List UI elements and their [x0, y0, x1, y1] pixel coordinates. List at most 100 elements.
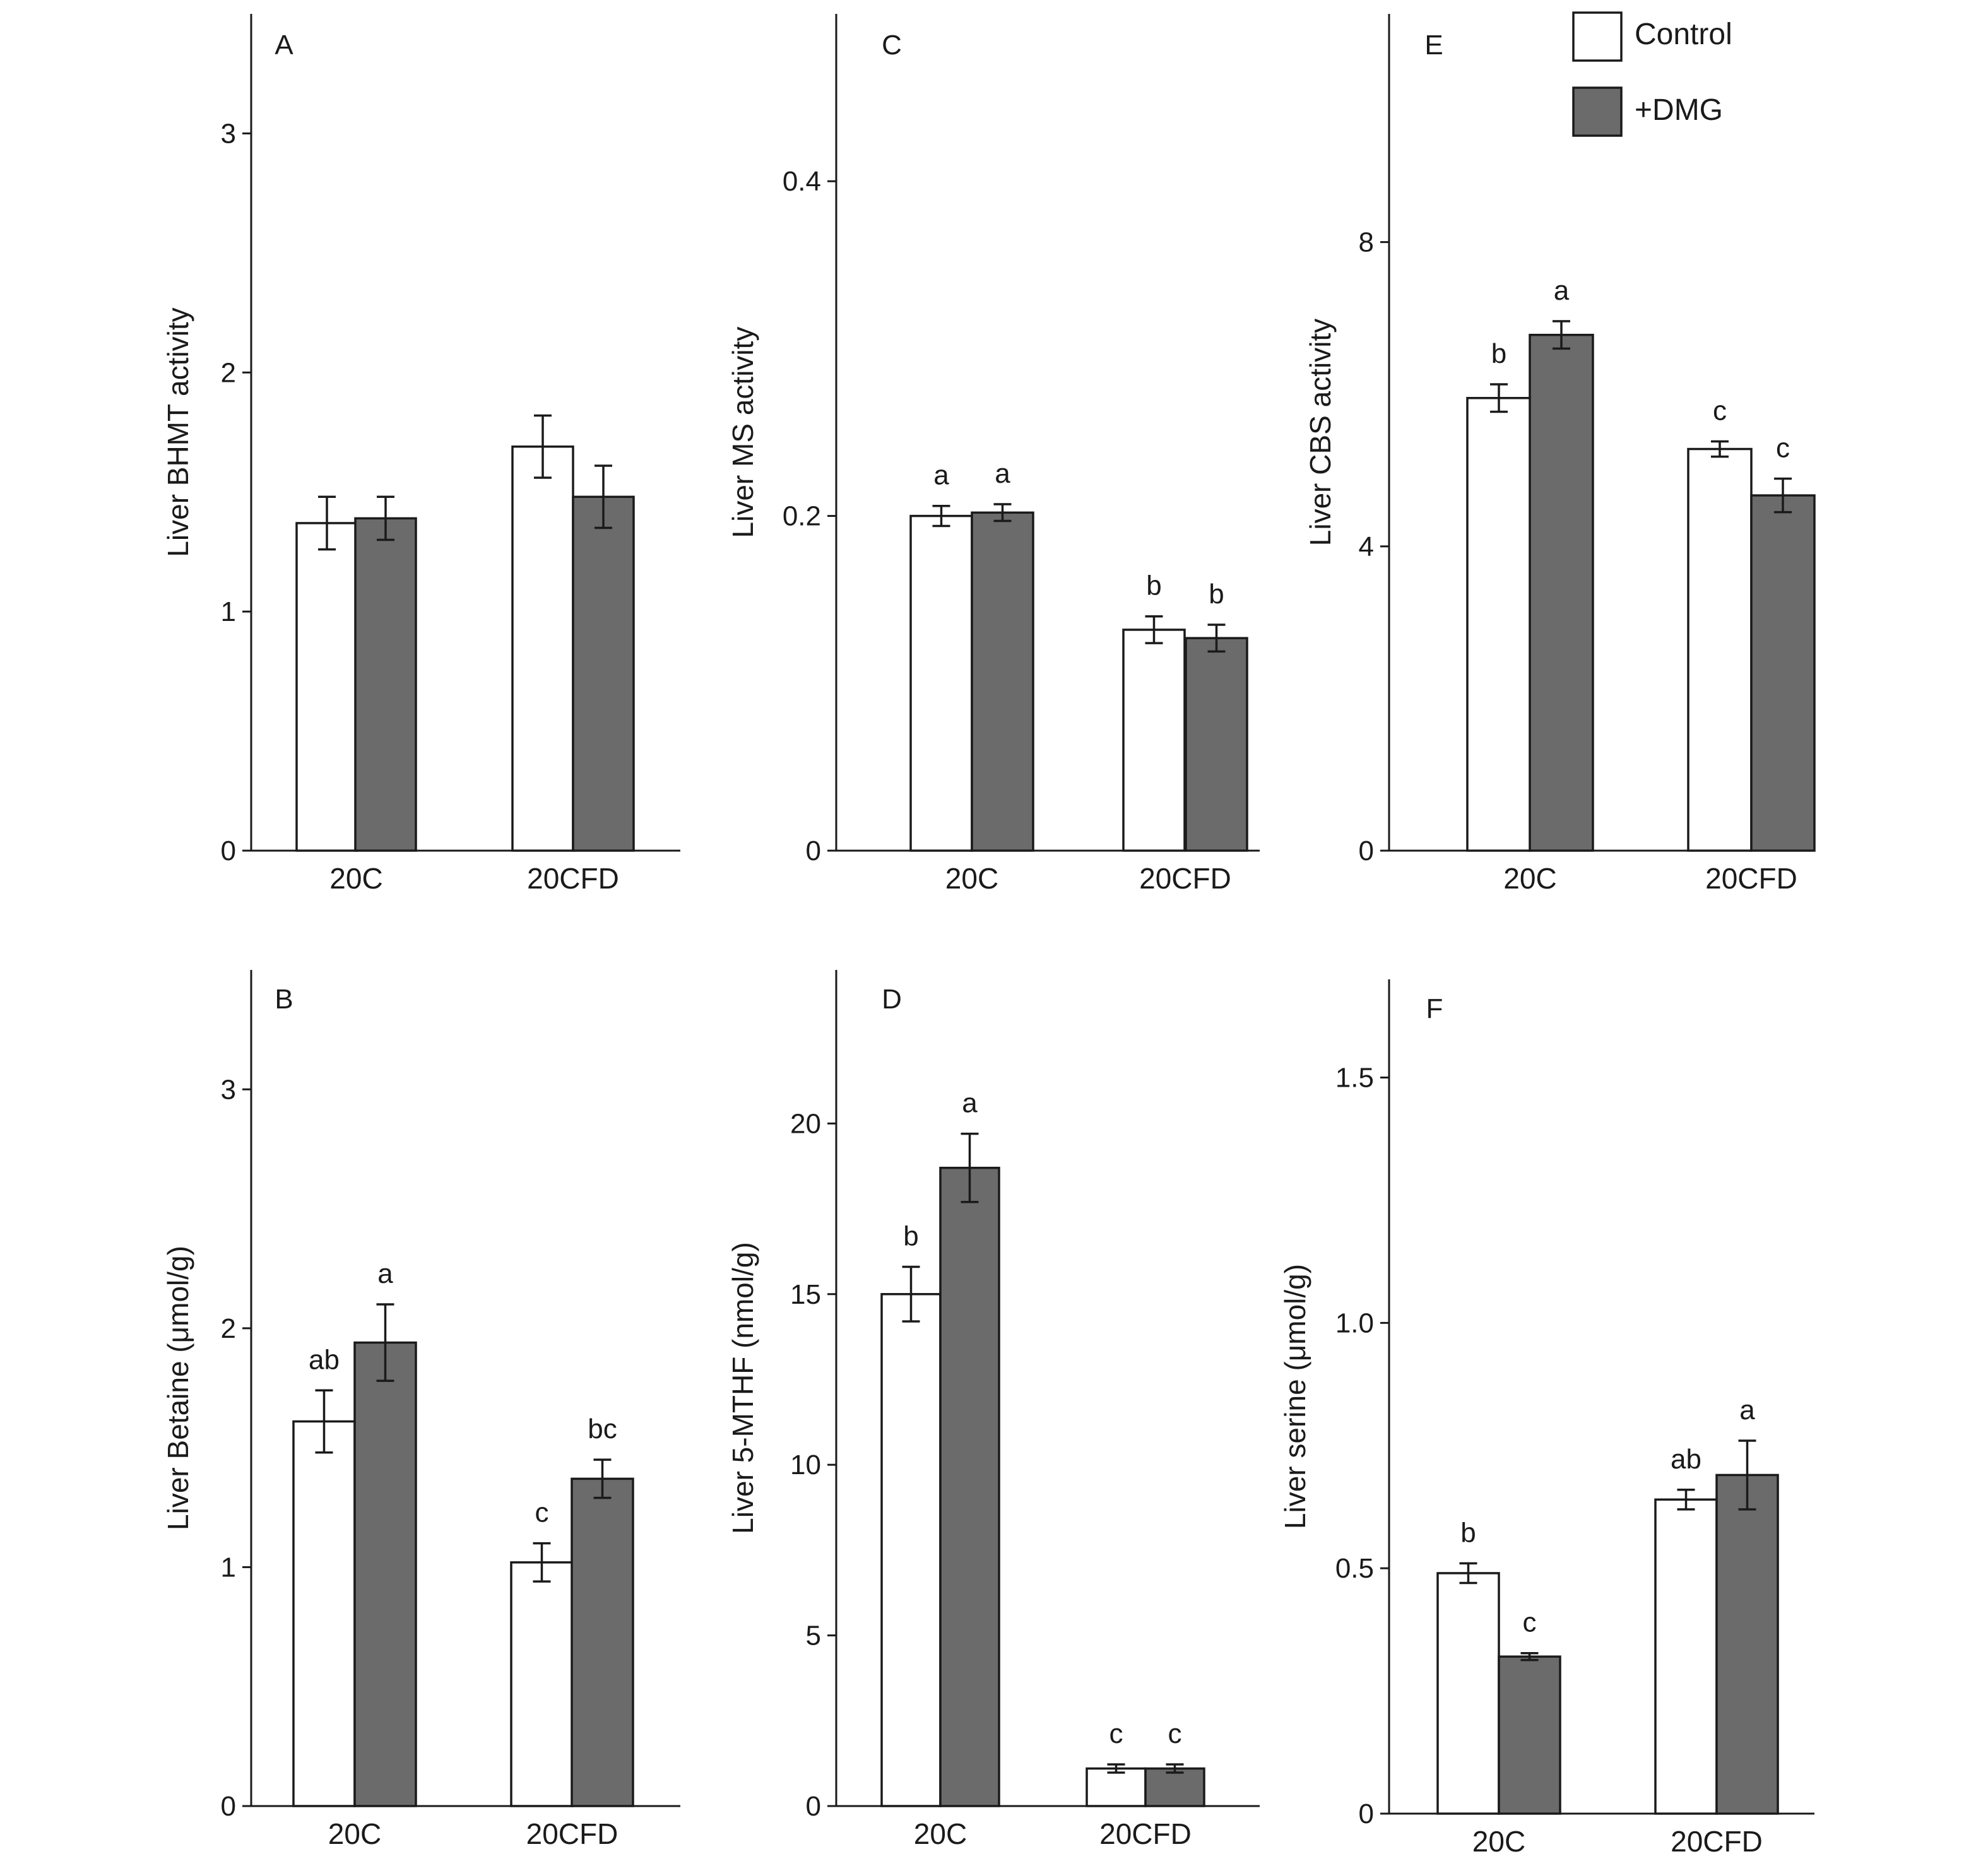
y-tick-label: 0 [806, 836, 821, 866]
significance-label: a [995, 458, 1010, 489]
y-tick-label: 0 [1359, 836, 1374, 866]
bar-dmg-20c [971, 511, 1034, 852]
legend: Control +DMG [1572, 11, 1732, 137]
significance-label: ab [309, 1344, 340, 1375]
y-tick-label: 15 [790, 1279, 821, 1310]
bar-control-20c [880, 1293, 942, 1807]
significance-label: a [1739, 1395, 1755, 1426]
panel-c: 0 0.2 0.4 Liver MS activity Ca a 20C b b 20CFD [726, 14, 1260, 895]
y-tick-label: 20 [790, 1108, 821, 1139]
significance-label: c [535, 1497, 549, 1528]
y-tick-label: 3 [221, 1074, 236, 1105]
y-tick-label: 2 [221, 1313, 236, 1344]
legend-swatch-control [1572, 11, 1623, 62]
significance-label: c [1168, 1718, 1182, 1749]
bar-control-20c [1436, 1572, 1500, 1815]
x-category-label: 20C [328, 1817, 381, 1850]
significance-label: bc [588, 1414, 617, 1444]
y-tick-label: 10 [790, 1450, 821, 1480]
legend-label-control: Control [1635, 18, 1732, 51]
x-category-label: 20CFD [526, 1817, 618, 1850]
significance-label: c [1713, 395, 1727, 426]
y-axis-title: Liver CBS activity [1304, 319, 1337, 546]
y-tick-label: 0 [221, 836, 236, 866]
significance-label: b [1460, 1517, 1476, 1548]
x-category-label: 20CFD [527, 862, 619, 895]
bar-dmg-20c [1498, 1655, 1561, 1815]
y-tick-label: 0 [221, 1791, 236, 1822]
bar-control-20c [292, 1420, 356, 1807]
y-axis-title: Liver BHMT activity [162, 307, 194, 557]
x-category-label: 20CFD [1139, 862, 1231, 895]
y-tick-label: 0.4 [783, 166, 821, 197]
bar-control-20cfd [510, 1561, 574, 1807]
significance-label: a [962, 1088, 978, 1119]
significance-label: c [1109, 1718, 1123, 1749]
y-axis-title: Liver Betaine (μmol/g) [162, 1246, 194, 1530]
panel-letter: B [275, 984, 293, 1015]
bar-dmg-20c [353, 1341, 417, 1807]
x-category-label: 20C [945, 862, 998, 895]
bar-dmg-20cfd [1144, 1767, 1205, 1807]
y-tick-label: 3 [221, 118, 236, 149]
y-tick-label: 8 [1359, 227, 1374, 258]
x-category-label: 20C [329, 862, 382, 895]
bar-dmg-20c [939, 1166, 1000, 1807]
significance-label: b [1491, 338, 1506, 369]
y-tick-label: 1 [221, 596, 236, 627]
significance-label: ab [1671, 1444, 1701, 1475]
x-category-label: 20CFD [1705, 862, 1797, 895]
y-tick-label: 1.5 [1335, 1063, 1374, 1094]
bar-control-20cfd [1086, 1767, 1147, 1807]
y-tick-label: 0.2 [783, 501, 821, 532]
legend-label-dmg: +DMG [1635, 93, 1723, 127]
panel-letter: A [275, 30, 293, 61]
bar-control-20cfd [1122, 629, 1186, 852]
bar-dmg-20cfd [572, 495, 635, 852]
bar-dmg-20cfd [1715, 1473, 1779, 1815]
y-axis-title: Liver serine (μmol/g) [1279, 1264, 1311, 1529]
y-tick-label: 2 [221, 357, 236, 388]
panel-letter: C [882, 30, 902, 61]
bar-control-20c [1466, 397, 1532, 852]
x-category-label: 20CFD [1671, 1825, 1763, 1858]
panel-e: 0 4 8 Liver CBS activity Eb a 20C c c 20CFD [1304, 14, 1816, 895]
panel-letter: F [1426, 993, 1443, 1024]
bar-control-20c [295, 522, 358, 852]
significance-label: c [1776, 433, 1790, 464]
y-tick-label: 4 [1359, 531, 1374, 562]
x-category-label: 20CFD [1099, 1817, 1192, 1850]
y-axis-title: Liver 5-MTHF (nmol/g) [726, 1242, 759, 1534]
significance-label: a [377, 1258, 393, 1289]
legend-swatch-dmg [1572, 86, 1623, 137]
panel-letter: E [1424, 30, 1443, 61]
x-category-label: 20C [1503, 862, 1556, 895]
significance-label: a [933, 460, 949, 491]
y-tick-label: 5 [806, 1621, 821, 1651]
y-tick-label: 1 [221, 1552, 236, 1583]
bar-control-20cfd [511, 445, 574, 852]
panel-letter: D [882, 984, 902, 1015]
y-tick-label: 0.5 [1335, 1553, 1374, 1584]
significance-label: b [1146, 570, 1161, 601]
x-category-label: 20C [1472, 1825, 1525, 1858]
bar-dmg-20c [1529, 333, 1594, 852]
bar-dmg-20cfd [1185, 637, 1248, 852]
y-tick-label: 0 [1359, 1798, 1374, 1829]
y-axis-title: Liver MS activity [726, 327, 759, 538]
bar-dmg-20cfd [571, 1477, 634, 1807]
bar-control-20c [909, 514, 973, 852]
y-tick-label: 1.0 [1335, 1308, 1374, 1338]
bar-dmg-20c [354, 517, 417, 852]
significance-label: c [1523, 1607, 1537, 1638]
panel-f: 0 0.5 1.0 1.5 Liver serine (μmol/g) Fb c 20C ab a… [1279, 979, 1814, 1858]
significance-label: b [903, 1221, 918, 1252]
bar-dmg-20cfd [1750, 494, 1816, 852]
panel-b: 0 1 2 3 Liver Betaine (μmol/g) Bab a 20C c bc 20CF… [162, 970, 680, 1850]
significance-label: a [1554, 275, 1570, 306]
bar-control-20cfd [1687, 447, 1753, 852]
x-category-label: 20C [914, 1817, 967, 1850]
panel-a: 0 1 2 3 Liver BHMT activity A 20C 20CFD [162, 14, 680, 895]
